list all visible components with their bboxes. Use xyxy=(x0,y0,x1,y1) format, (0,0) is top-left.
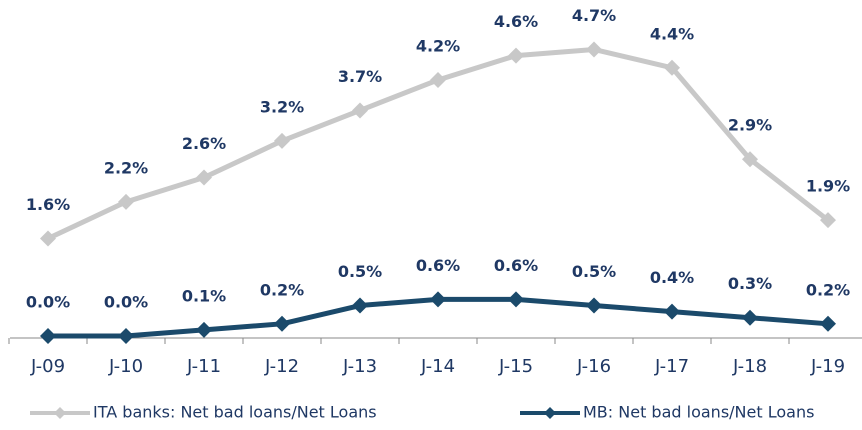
legend-marker xyxy=(544,407,556,419)
x-tick-label: J-11 xyxy=(186,356,221,377)
value-label: 0.5% xyxy=(338,262,382,281)
x-tick-label: J-19 xyxy=(810,356,845,377)
value-label: 4.6% xyxy=(494,12,538,31)
marker xyxy=(352,297,368,314)
x-tick-label: J-18 xyxy=(732,356,767,377)
value-label: 4.4% xyxy=(650,24,694,43)
x-tick-label: J-15 xyxy=(498,356,533,377)
value-label: 0.0% xyxy=(104,293,148,312)
value-label: 3.7% xyxy=(338,67,382,86)
value-label: 4.2% xyxy=(416,36,460,55)
x-tick-label: J-13 xyxy=(342,356,377,377)
value-label: 2.6% xyxy=(182,134,226,153)
marker xyxy=(118,328,134,344)
marker xyxy=(742,151,758,168)
value-label: 0.4% xyxy=(650,268,694,287)
marker xyxy=(586,297,602,314)
value-label: 2.9% xyxy=(728,116,772,135)
x-tick-label: J-12 xyxy=(264,356,299,377)
marker xyxy=(196,321,212,338)
marker xyxy=(586,41,602,58)
marker xyxy=(352,102,368,119)
marker xyxy=(40,328,56,344)
x-tick-label: J-09 xyxy=(30,356,65,377)
value-label: 0.1% xyxy=(182,286,226,305)
marker xyxy=(508,47,524,64)
marker xyxy=(274,315,290,332)
value-label: 1.6% xyxy=(26,195,70,214)
marker xyxy=(664,59,680,76)
marker xyxy=(820,212,836,229)
value-label: 4.7% xyxy=(572,6,616,25)
marker xyxy=(430,71,446,88)
x-tick-label: J-10 xyxy=(108,356,143,377)
value-label: 0.5% xyxy=(572,262,616,281)
legend-marker xyxy=(54,407,66,419)
marker xyxy=(742,309,758,326)
marker xyxy=(40,230,56,247)
marker xyxy=(274,132,290,149)
value-label: 0.6% xyxy=(494,256,538,275)
legend-label: ITA banks: Net bad loans/Net Loans xyxy=(93,403,377,422)
x-tick-label: J-14 xyxy=(420,356,455,377)
marker xyxy=(664,303,680,320)
marker xyxy=(820,315,836,332)
x-tick-label: J-16 xyxy=(576,356,611,377)
value-label: 1.9% xyxy=(806,177,850,196)
x-tick-label: J-17 xyxy=(654,356,689,377)
value-label: 2.2% xyxy=(104,158,148,177)
marker xyxy=(118,193,134,210)
marker xyxy=(430,291,446,308)
value-label: 3.2% xyxy=(260,97,304,116)
marker xyxy=(196,169,212,186)
legend-label: MB: Net bad loans/Net Loans xyxy=(583,403,814,422)
value-label: 0.2% xyxy=(260,280,304,299)
marker xyxy=(508,291,524,308)
value-label: 0.0% xyxy=(26,293,70,312)
value-label: 0.6% xyxy=(416,256,460,275)
value-label: 0.3% xyxy=(728,274,772,293)
value-label: 0.2% xyxy=(806,280,850,299)
